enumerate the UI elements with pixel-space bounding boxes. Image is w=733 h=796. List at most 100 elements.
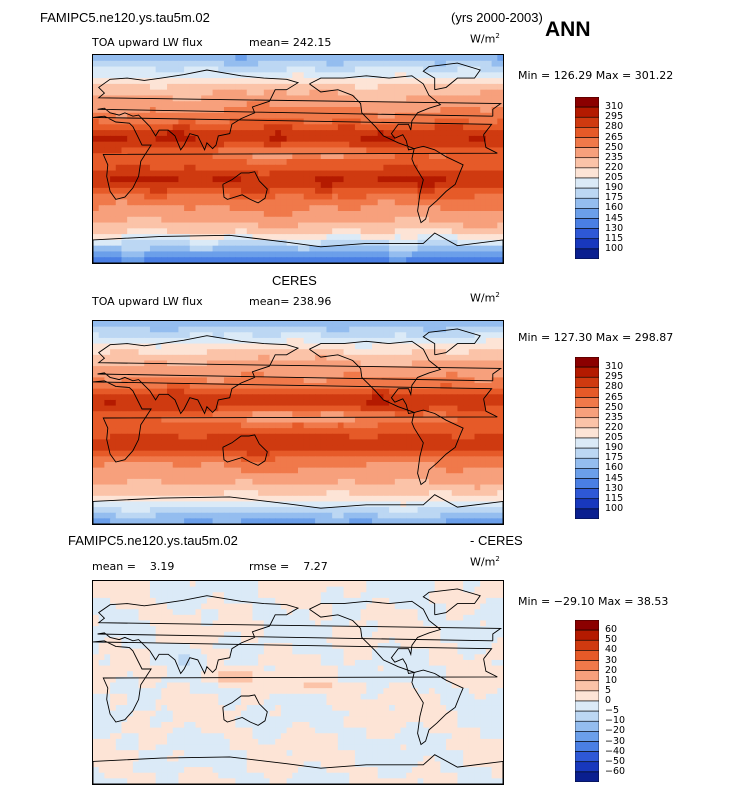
map-cell [337,234,345,241]
map-cell [497,251,503,258]
map-cell [104,101,111,108]
map-cell [149,170,157,177]
map-cell [354,239,362,247]
map-cell [485,467,493,474]
map-cell [149,422,157,429]
map-cell [115,130,122,137]
map-cell [480,107,487,114]
map-cell [446,101,453,108]
map-cell [303,83,310,91]
map-cell [497,118,503,125]
map-cell [485,332,493,339]
map-cell [406,234,413,241]
map-cell [332,484,339,491]
map-cell [121,445,128,452]
map-cell [167,399,174,407]
map-cell [389,490,396,497]
map-cell [411,405,419,412]
map-cell [275,130,282,137]
map-cell [303,199,310,206]
map-cell [263,182,271,189]
map-cell [332,124,339,131]
map-cell [491,228,498,235]
map-cell [298,107,305,114]
map-cell [298,450,305,457]
map-cell [343,72,350,79]
map-cell [269,251,276,258]
map-cell [121,321,128,328]
map-cell [127,456,134,463]
map-cell [428,450,436,457]
map-cell [292,135,299,143]
map-cell [149,251,157,258]
map-cell [212,377,219,384]
map-cell [252,495,259,502]
map-cell [252,456,259,463]
map-cell [354,216,362,224]
map-cell [258,66,265,73]
season-label: ANN [545,18,591,41]
map-cell [360,66,367,73]
map-cell [98,354,105,361]
map-cell [320,112,327,120]
map-cell [440,428,447,435]
map-cell [320,135,327,143]
map-cell [400,118,407,125]
map-cell [184,159,191,166]
map-cell [235,187,242,195]
map-cell [366,135,373,143]
map-cell [320,484,327,491]
map-cell [394,66,401,73]
map-cell [451,141,458,148]
map-cell [480,490,487,497]
map-cell [206,501,214,508]
map-cell [223,495,231,502]
map-cell [93,216,100,224]
map-cell [201,193,208,200]
map-cell [428,360,436,367]
map-cell [406,377,413,384]
map-cell [218,428,225,435]
map-cell [389,193,396,200]
map-cell [372,473,379,480]
map-cell [110,461,117,469]
map-cell [474,428,481,435]
map-cell [212,428,219,435]
map-cell [457,124,464,131]
map-cell [110,422,117,429]
map-cell [343,484,350,491]
map-cell [275,354,282,361]
map-cell [417,205,424,212]
map-cell [451,321,458,328]
map-cell [195,394,202,401]
map-cell [440,399,447,407]
map-cell [440,445,447,452]
map-cell [434,89,441,96]
map-cell [258,55,265,62]
map-cell [292,211,299,218]
map-cell [115,416,122,423]
map-cell [474,124,481,131]
map-cell [258,383,265,390]
map-cell [178,118,185,125]
map-cell [184,78,191,85]
map-cell [275,495,282,502]
map-cell [269,101,276,108]
map-cell [235,124,242,131]
map-cell [269,473,276,480]
map-cell [320,66,327,73]
map-cell [383,450,390,457]
map-cell [229,411,236,418]
map-cell [115,428,122,435]
map-cell [434,388,441,395]
map-cell [440,484,447,491]
map-cell [292,216,299,224]
map-cell [491,478,498,486]
map-cell [337,170,345,177]
map-cell [440,456,447,463]
map-cell [110,388,117,395]
map-cell [480,326,487,333]
map-cell [337,490,345,497]
map-cell [411,130,419,137]
map-cell [189,473,196,480]
